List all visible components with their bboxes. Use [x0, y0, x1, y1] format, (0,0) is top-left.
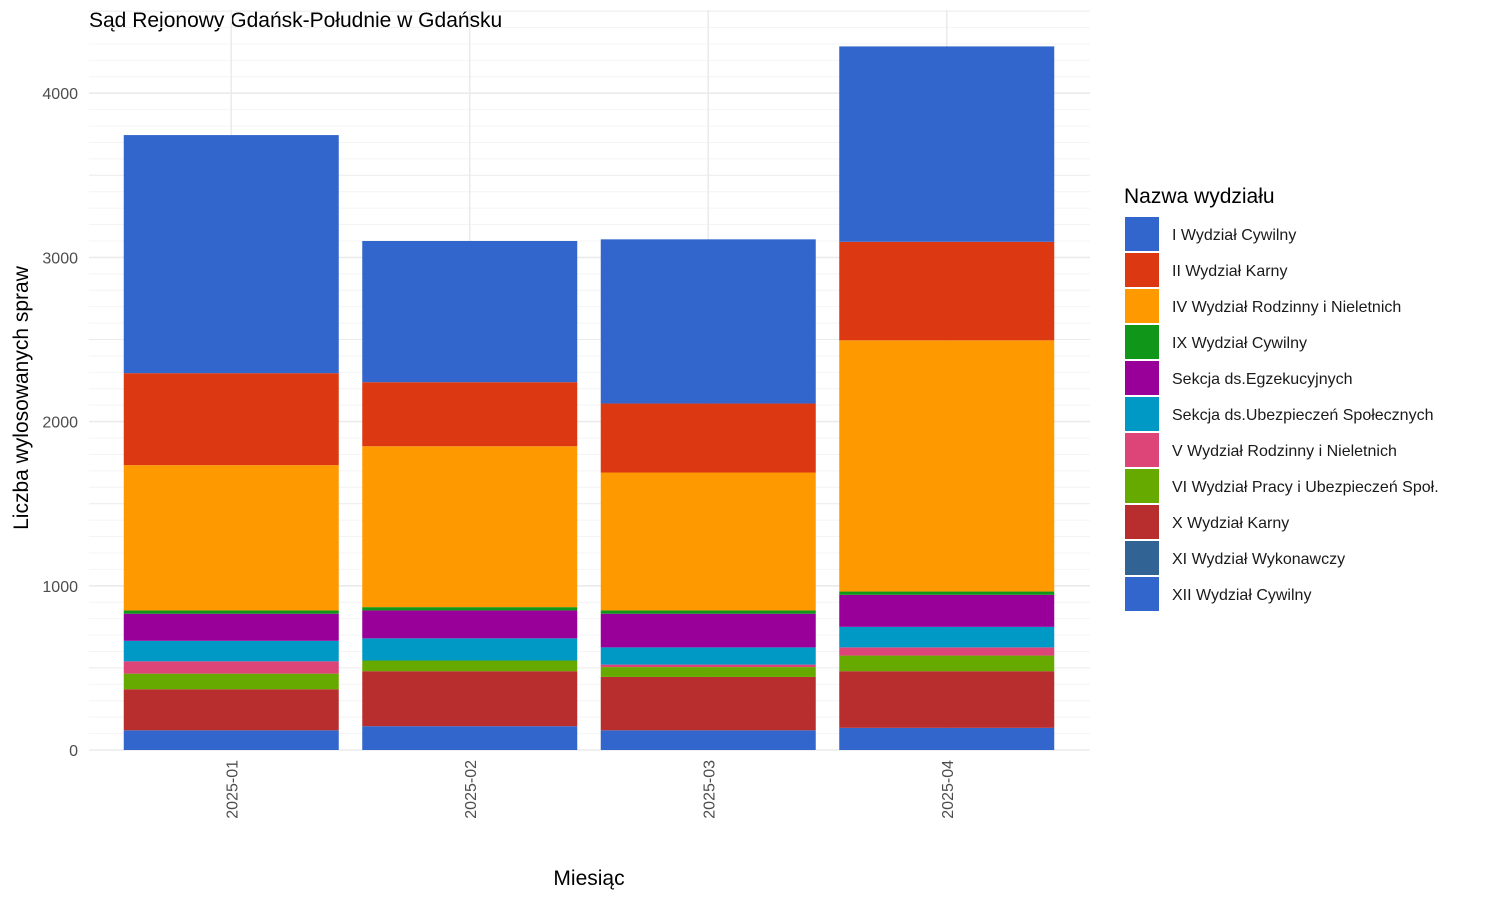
bar-segment-sekcja-ds-ubezpieczen-spolecznych-2025-03: [600, 647, 816, 665]
bar-segment-xii-wydzial-cywilny-2025-04: [839, 727, 1055, 750]
bar-segment-xii-wydzial-cywilny-2025-01: [123, 730, 339, 750]
bar-segment-x-wydzial-karny-2025-03: [600, 676, 816, 731]
bar-segment-i-wydzial-cywilny-2025-03: [600, 239, 816, 404]
y-tick-label: 1000: [42, 579, 78, 596]
bar-segment-ix-wydzial-cywilny-2025-01: [123, 610, 339, 614]
bar-segment-i-wydzial-cywilny-2025-01: [123, 135, 339, 374]
bar-segment-ix-wydzial-cywilny-2025-02: [362, 607, 578, 611]
bar-segment-ii-wydzial-karny-2025-04: [839, 241, 1055, 341]
bar-segment-vi-wydzial-pracy-i-ubezpieczen-spol-2025-03: [600, 667, 816, 677]
y-tick-label: 2000: [42, 415, 78, 432]
legend-label-vi-wydzial-pracy-i-ubezpieczen-spol: VI Wydział Pracy i Ubezpieczeń Społ.: [1172, 479, 1439, 496]
legend-swatch-sekcja-ds-ubezpieczen-spolecznych: [1125, 397, 1159, 431]
bars: [123, 46, 1055, 750]
y-tick-label: 3000: [42, 250, 78, 267]
x-tick-label: 2025-01: [224, 760, 241, 819]
bar-segment-v-wydzial-rodzinny-i-nieletnich-2025-04: [839, 647, 1055, 656]
bar-segment-i-wydzial-cywilny-2025-02: [362, 240, 578, 383]
y-tick-label: 4000: [42, 86, 78, 103]
legend-swatch-xi-wydzial-wykonawczy: [1125, 541, 1159, 575]
legend-swatch-i-wydzial-cywilny: [1125, 217, 1159, 251]
legend-label-xii-wydzial-cywilny: XII Wydział Cywilny: [1172, 587, 1311, 604]
legend-label-x-wydzial-karny: X Wydział Karny: [1172, 515, 1289, 532]
bar-segment-ii-wydzial-karny-2025-03: [600, 403, 816, 473]
legend-label-ix-wydzial-cywilny: IX Wydział Cywilny: [1172, 335, 1307, 352]
legend-label-sekcja-ds-ubezpieczen-spolecznych: Sekcja ds.Ubezpieczeń Społecznych: [1172, 407, 1433, 424]
legend-swatch-ix-wydzial-cywilny: [1125, 325, 1159, 359]
bar-segment-v-wydzial-rodzinny-i-nieletnich-2025-01: [123, 661, 339, 674]
bar-segment-sekcja-ds-ubezpieczen-spolecznych-2025-02: [362, 638, 578, 661]
legend-label-xi-wydzial-wykonawczy: XI Wydział Wykonawczy: [1172, 551, 1345, 568]
legend-label-iv-wydzial-rodzinny-i-nieletnich: IV Wydział Rodzinny i Nieletnich: [1172, 299, 1401, 316]
y-tick-label: 0: [69, 743, 78, 760]
bar-segment-v-wydzial-rodzinny-i-nieletnich-2025-03: [600, 664, 816, 668]
chart-title: Sąd Rejonowy Gdańsk-Południe w Gdańsku: [89, 9, 502, 32]
bar-segment-i-wydzial-cywilny-2025-04: [839, 46, 1055, 242]
x-axis-ticks: 2025-01 2025-02 2025-03 2025-04: [224, 760, 957, 819]
y-axis-ticks: 0 1000 2000 3000 4000: [42, 86, 78, 760]
bar-segment-vi-wydzial-pracy-i-ubezpieczen-spol-2025-01: [123, 673, 339, 690]
bar-segment-x-wydzial-karny-2025-01: [123, 689, 339, 731]
bar-segment-sekcja-ds-ubezpieczen-spolecznych-2025-01: [123, 640, 339, 662]
bar-segment-iv-wydzial-rodzinny-i-nieletnich-2025-02: [362, 446, 578, 608]
bar-segment-iv-wydzial-rodzinny-i-nieletnich-2025-04: [839, 340, 1055, 592]
bar-segment-iv-wydzial-rodzinny-i-nieletnich-2025-01: [123, 465, 339, 611]
legend-swatch-v-wydzial-rodzinny-i-nieletnich: [1125, 433, 1159, 467]
bar-segment-sekcja-ds-ubezpieczen-spolecznych-2025-04: [839, 626, 1055, 648]
bar-segment-sekcja-ds-egzekucyjnych-2025-04: [839, 594, 1055, 627]
legend-label-v-wydzial-rodzinny-i-nieletnich: V Wydział Rodzinny i Nieletnich: [1172, 443, 1397, 460]
bar-segment-x-wydzial-karny-2025-04: [839, 671, 1055, 728]
bar-segment-vi-wydzial-pracy-i-ubezpieczen-spol-2025-02: [362, 660, 578, 672]
bar-segment-x-wydzial-karny-2025-02: [362, 671, 578, 727]
legend-label-i-wydzial-cywilny: I Wydział Cywilny: [1172, 227, 1296, 244]
bar-segment-sekcja-ds-egzekucyjnych-2025-02: [362, 610, 578, 639]
bar-segment-ii-wydzial-karny-2025-01: [123, 373, 339, 466]
legend-swatch-sekcja-ds-egzekucyjnych: [1125, 361, 1159, 395]
bar-segment-ix-wydzial-cywilny-2025-03: [600, 610, 816, 614]
legend-swatch-ii-wydzial-karny: [1125, 253, 1159, 287]
legend-label-sekcja-ds-egzekucyjnych: Sekcja ds.Egzekucyjnych: [1172, 371, 1353, 388]
legend-swatch-iv-wydzial-rodzinny-i-nieletnich: [1125, 289, 1159, 323]
y-axis-title: Liczba wylosowanych spraw: [10, 265, 33, 530]
bar-segment-xii-wydzial-cywilny-2025-03: [600, 730, 816, 750]
legend: Nazwa wydziału I Wydział Cywilny II Wydzi…: [1124, 185, 1439, 611]
bar-segment-iv-wydzial-rodzinny-i-nieletnich-2025-03: [600, 472, 816, 611]
legend-label-ii-wydzial-karny: II Wydział Karny: [1172, 263, 1287, 280]
legend-swatch-vi-wydzial-pracy-i-ubezpieczen-spol: [1125, 469, 1159, 503]
x-axis-title: Miesiąc: [553, 867, 624, 890]
bar-segment-xii-wydzial-cywilny-2025-02: [362, 726, 578, 750]
bar-segment-vi-wydzial-pracy-i-ubezpieczen-spol-2025-04: [839, 655, 1055, 672]
legend-title: Nazwa wydziału: [1124, 185, 1275, 208]
bar-segment-ix-wydzial-cywilny-2025-04: [839, 591, 1055, 595]
legend-swatch-xii-wydzial-cywilny: [1125, 577, 1159, 611]
bar-segment-sekcja-ds-egzekucyjnych-2025-01: [123, 613, 339, 641]
bar-segment-sekcja-ds-egzekucyjnych-2025-03: [600, 613, 816, 648]
x-tick-label: 2025-02: [463, 760, 480, 819]
x-tick-label: 2025-04: [940, 760, 957, 819]
legend-swatch-x-wydzial-karny: [1125, 505, 1159, 539]
x-tick-label: 2025-03: [701, 760, 718, 819]
bar-segment-ii-wydzial-karny-2025-02: [362, 382, 578, 447]
